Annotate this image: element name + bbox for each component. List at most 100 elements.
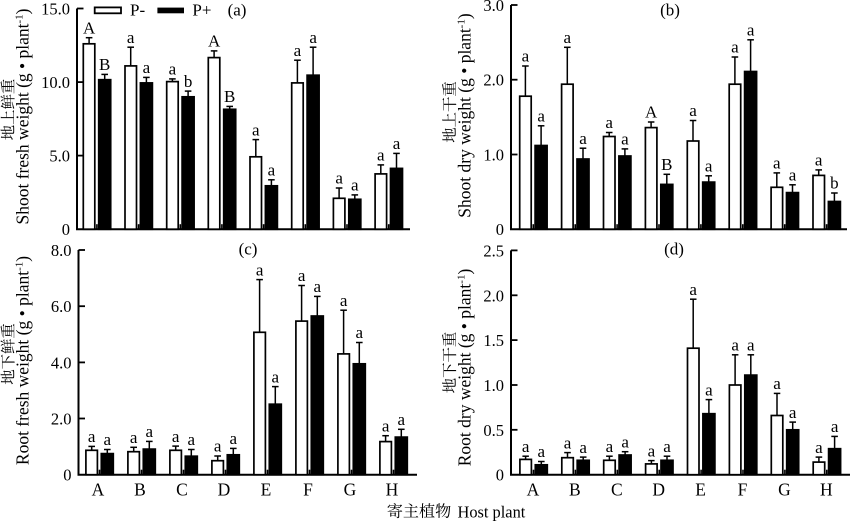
svg-text:a: a (314, 277, 322, 296)
svg-text:a: a (537, 107, 545, 126)
svg-text:D: D (218, 480, 231, 500)
svg-text:a: a (172, 427, 180, 446)
svg-text:8.0: 8.0 (51, 241, 72, 260)
svg-text:(a): (a) (228, 0, 247, 19)
svg-text:G: G (778, 480, 791, 500)
svg-text:0.5: 0.5 (483, 421, 504, 440)
svg-text:a: a (815, 438, 823, 457)
svg-text:a: a (398, 410, 406, 429)
svg-text:a: a (663, 437, 671, 456)
svg-text:H: H (386, 480, 399, 500)
svg-text:3.0: 3.0 (483, 0, 504, 15)
svg-text:a: a (104, 430, 112, 449)
svg-text:a: a (522, 437, 530, 456)
svg-text:(d): (d) (664, 240, 684, 259)
svg-text:B: B (99, 55, 110, 74)
svg-text:A: A (645, 103, 658, 122)
svg-text:A: A (92, 480, 105, 500)
svg-text:a: a (340, 291, 348, 310)
svg-text:a: a (773, 154, 781, 173)
svg-text:a: a (648, 441, 656, 460)
svg-text:F: F (738, 480, 748, 500)
svg-text:D: D (652, 480, 665, 500)
svg-text:a: a (252, 120, 260, 139)
svg-text:a: a (621, 130, 629, 149)
svg-text:1.5: 1.5 (483, 331, 504, 350)
svg-text:B: B (661, 155, 672, 174)
svg-text:a: a (789, 166, 797, 185)
svg-text:2.0: 2.0 (483, 71, 504, 90)
svg-text:a: a (815, 151, 823, 170)
svg-text:a: a (188, 430, 196, 449)
svg-text:a: a (230, 429, 238, 448)
svg-text:a: a (393, 134, 401, 153)
svg-text:a: a (773, 374, 781, 393)
svg-text:a: a (335, 169, 343, 188)
svg-text:B: B (224, 87, 235, 106)
svg-text:6.0: 6.0 (51, 297, 72, 316)
svg-text:a: a (564, 433, 572, 452)
svg-text:E: E (695, 480, 706, 500)
svg-text:a: a (169, 60, 177, 79)
svg-text:a: a (705, 380, 713, 399)
svg-text:a: a (309, 28, 317, 47)
svg-text:0: 0 (496, 466, 504, 485)
svg-text:Host plant: Host plant (458, 502, 526, 521)
svg-text:F: F (303, 480, 313, 500)
svg-text:Shoot dry weight (g • plant-1): Shoot dry weight (g • plant-1) (455, 13, 475, 218)
svg-text:a: a (579, 438, 587, 457)
svg-text:Root fresh weight (g • plant-1: Root fresh weight (g • plant-1) (13, 256, 33, 465)
svg-text:a: a (538, 442, 546, 461)
svg-text:0: 0 (496, 220, 504, 239)
svg-text:(b): (b) (660, 0, 680, 19)
svg-text:a: a (789, 403, 797, 422)
svg-text:a: a (268, 161, 276, 180)
svg-text:0: 0 (62, 220, 70, 239)
svg-text:10.0: 10.0 (41, 73, 70, 92)
svg-text:E: E (261, 480, 272, 500)
svg-text:a: a (747, 21, 755, 40)
svg-text:a: a (747, 336, 755, 355)
svg-text:a: a (127, 28, 135, 47)
svg-text:1.0: 1.0 (483, 146, 504, 165)
svg-text:a: a (689, 101, 697, 120)
svg-text:a: a (606, 437, 614, 456)
svg-text:4.0: 4.0 (51, 353, 72, 372)
svg-text:a: a (731, 38, 739, 57)
svg-text:a: a (564, 28, 572, 47)
svg-text:a: a (579, 129, 587, 148)
svg-text:2.0: 2.0 (51, 410, 72, 429)
svg-text:a: a (146, 422, 154, 441)
svg-text:a: a (689, 280, 697, 299)
svg-text:A: A (208, 32, 221, 51)
svg-text:B: B (569, 480, 581, 500)
svg-text:a: a (377, 146, 385, 165)
svg-text:A: A (527, 480, 540, 500)
svg-text:5.0: 5.0 (49, 147, 70, 166)
svg-text:a: a (621, 432, 629, 451)
svg-text:a: a (731, 336, 739, 355)
svg-text:2.0: 2.0 (483, 286, 504, 305)
svg-text:2.5: 2.5 (483, 241, 504, 260)
svg-text:B: B (134, 480, 146, 500)
svg-text:a: a (143, 58, 151, 77)
svg-text:P+: P+ (192, 0, 211, 19)
svg-text:G: G (344, 480, 357, 500)
svg-text:a: a (705, 157, 713, 176)
svg-text:C: C (176, 480, 188, 500)
svg-text:P-: P- (130, 0, 145, 19)
svg-text:(c): (c) (239, 240, 258, 259)
svg-text:a: a (256, 260, 264, 279)
svg-text:a: a (382, 416, 390, 435)
svg-text:15.0: 15.0 (41, 0, 70, 19)
svg-text:H: H (820, 480, 833, 500)
svg-text:a: a (294, 41, 302, 60)
svg-text:A: A (83, 18, 96, 37)
svg-text:a: a (351, 176, 359, 195)
svg-text:a: a (831, 417, 839, 436)
svg-text:b: b (830, 174, 839, 193)
svg-text:a: a (522, 47, 530, 66)
svg-text:a: a (298, 266, 306, 285)
svg-text:0: 0 (63, 466, 71, 485)
svg-text:b: b (184, 72, 193, 91)
